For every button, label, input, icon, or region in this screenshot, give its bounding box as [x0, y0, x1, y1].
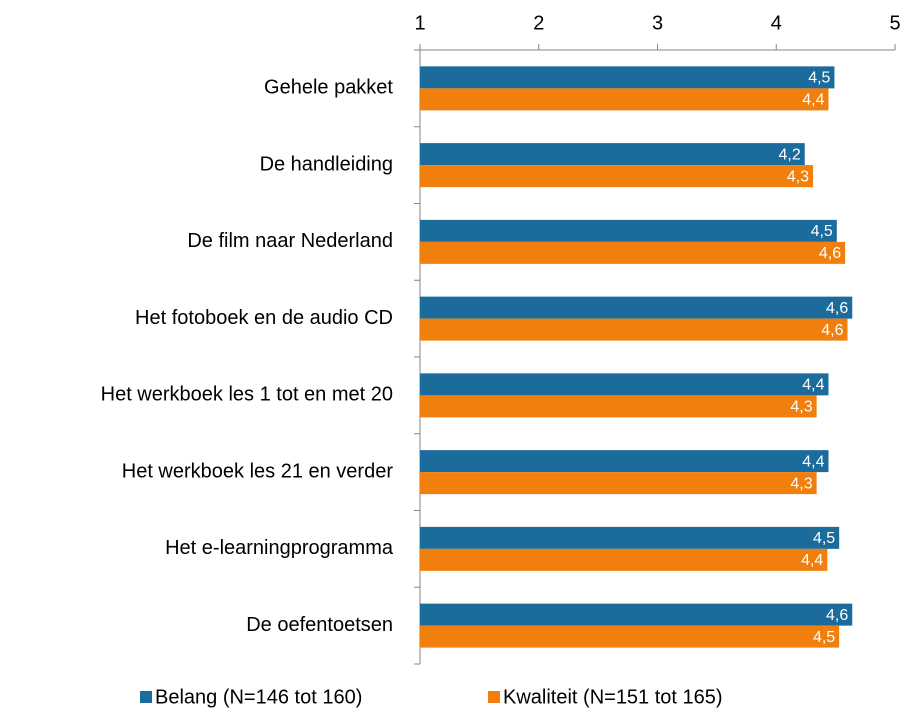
value-label: 4,6: [826, 300, 848, 317]
bar: [420, 165, 814, 188]
bar: [420, 219, 837, 242]
value-label: 4,6: [826, 607, 848, 624]
value-label: 4,6: [819, 245, 841, 262]
bar: [420, 66, 835, 89]
value-label: 4,4: [801, 552, 823, 569]
bar: [420, 88, 829, 111]
category-label: Het e-learningprogramma: [165, 537, 394, 559]
value-label: 4,5: [808, 70, 830, 87]
bar: [420, 526, 840, 549]
value-label: 4,5: [811, 223, 833, 240]
value-label: 4,4: [802, 377, 824, 394]
x-tick-label: 5: [889, 12, 900, 34]
x-tick-label: 2: [533, 12, 544, 34]
x-tick-label: 1: [414, 12, 425, 34]
category-label: Het werkboek les 21 en verder: [122, 460, 394, 482]
bar: [420, 625, 840, 648]
bar: [420, 241, 846, 264]
value-label: 4,4: [802, 92, 824, 109]
value-label: 4,5: [813, 629, 835, 646]
bar: [420, 318, 848, 341]
category-label: Het werkboek les 1 tot en met 20: [101, 384, 393, 406]
category-label: De handleiding: [260, 153, 393, 175]
value-label: 4,2: [779, 146, 801, 163]
legend-swatch: [140, 691, 152, 703]
category-label: Gehele pakket: [264, 77, 393, 99]
category-label: De film naar Nederland: [187, 230, 393, 252]
value-label: 4,3: [787, 168, 809, 185]
legend-label: Belang (N=146 tot 160): [155, 686, 362, 708]
bar: [420, 603, 853, 626]
x-tick-label: 4: [771, 12, 782, 34]
bar: [420, 143, 805, 166]
value-label: 4,6: [821, 322, 843, 339]
bar: [420, 296, 853, 319]
bar: [420, 395, 817, 418]
x-tick-label: 3: [652, 12, 663, 34]
bar: [420, 472, 817, 495]
category-label: Het fotoboek en de audio CD: [135, 307, 393, 329]
bar: [420, 373, 829, 396]
legend-label: Kwaliteit (N=151 tot 165): [503, 686, 723, 708]
value-label: 4,4: [802, 453, 824, 470]
value-label: 4,3: [790, 475, 812, 492]
value-label: 4,3: [790, 399, 812, 416]
bar: [420, 450, 829, 473]
bar: [420, 548, 828, 571]
value-label: 4,5: [813, 530, 835, 547]
legend-swatch: [488, 691, 500, 703]
category-label: De oefentoetsen: [246, 614, 393, 636]
